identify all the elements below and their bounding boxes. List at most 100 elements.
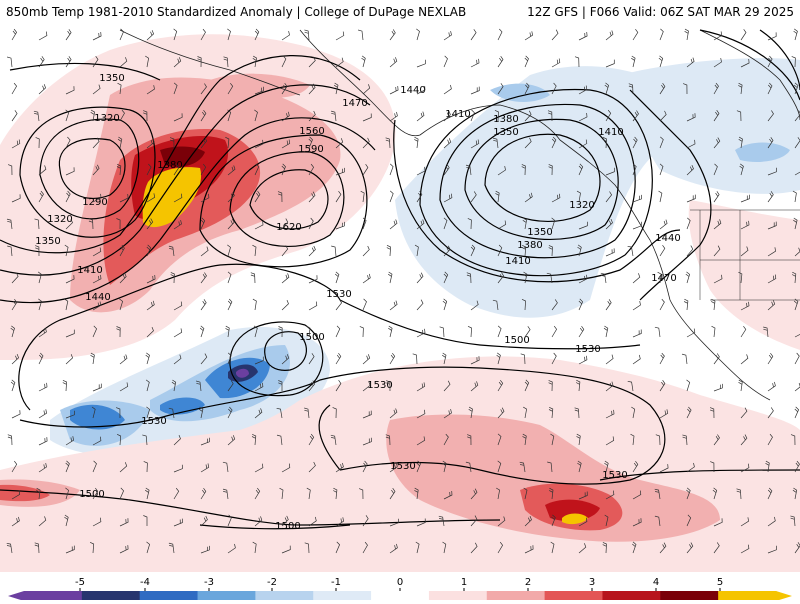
wind-barb xyxy=(632,136,638,149)
contour-label: 1620 xyxy=(276,222,301,233)
wind-barb xyxy=(604,514,609,527)
wind-barb xyxy=(11,194,21,203)
colorbar-tick-label: -2 xyxy=(267,577,277,588)
wind-barb xyxy=(549,487,554,500)
wind-barb xyxy=(358,29,364,41)
wind-barb xyxy=(738,82,743,95)
anomaly-map: 1350 1320 1290 1320 1350 1410 1440 1380 … xyxy=(0,24,800,572)
height-contour xyxy=(19,366,666,485)
wind-barb xyxy=(548,406,554,419)
wind-barb xyxy=(658,55,664,68)
wind-barb xyxy=(740,58,750,68)
wind-barb xyxy=(524,326,531,338)
height-contour xyxy=(0,489,501,526)
wind-barb xyxy=(146,138,155,149)
wind-barb xyxy=(362,84,371,95)
wind-barb xyxy=(65,545,75,554)
wind-barb xyxy=(200,487,207,500)
wind-barb xyxy=(146,30,155,41)
wind-barb xyxy=(200,463,210,473)
wind-barb xyxy=(306,487,311,500)
wind-barb xyxy=(389,352,396,365)
warm-anomaly-region xyxy=(688,200,800,350)
height-contour xyxy=(199,524,351,530)
wind-barb xyxy=(443,217,448,230)
wind-barb xyxy=(521,164,526,176)
wind-barb xyxy=(442,460,447,473)
wind-barb xyxy=(254,356,264,365)
contour-label: 1530 xyxy=(602,470,627,481)
wind-barb xyxy=(632,329,642,338)
wind-barb xyxy=(442,298,448,311)
contour-label: 1350 xyxy=(493,127,518,138)
wind-barb xyxy=(791,271,797,284)
wind-barb xyxy=(173,434,181,446)
wind-barb xyxy=(146,406,151,419)
wind-barb xyxy=(145,55,149,68)
wind-barb xyxy=(659,464,669,473)
wind-barb xyxy=(281,55,287,68)
wind-barb xyxy=(281,31,290,41)
wind-barb xyxy=(334,271,340,284)
wind-barb xyxy=(497,407,505,419)
wind-barb xyxy=(443,433,449,446)
height-contour xyxy=(0,84,371,276)
wind-barb xyxy=(7,434,13,446)
wind-barb xyxy=(227,352,232,365)
wind-barb xyxy=(281,245,289,257)
wind-barb xyxy=(200,353,208,365)
wind-barb xyxy=(443,31,452,41)
wind-barb xyxy=(281,545,291,554)
wind-barb xyxy=(547,110,553,122)
wind-barb xyxy=(145,352,150,365)
contour-label: 1440 xyxy=(400,85,425,96)
wind-barb xyxy=(362,381,371,392)
wind-barb xyxy=(657,271,662,284)
wind-barb xyxy=(605,191,613,203)
wind-barb xyxy=(335,138,344,149)
wind-barb xyxy=(227,298,233,311)
wind-barb xyxy=(171,379,177,392)
wind-barb xyxy=(227,514,232,527)
contour-label: 1350 xyxy=(527,227,552,238)
wind-barb xyxy=(11,490,21,500)
wind-barb xyxy=(627,245,634,257)
wind-barb xyxy=(686,164,694,176)
wind-barb xyxy=(308,433,315,446)
wind-barb xyxy=(88,218,94,230)
aleutian-coastline xyxy=(119,29,301,96)
wind-barb xyxy=(173,57,182,68)
wind-barb xyxy=(794,352,800,365)
wind-barb xyxy=(92,460,97,473)
wind-barb xyxy=(227,218,235,230)
wind-barb xyxy=(65,109,70,122)
wind-barb xyxy=(709,407,715,419)
colorbar-tick-label: -1 xyxy=(331,577,341,588)
wind-barb xyxy=(791,56,796,68)
wind-barb xyxy=(281,273,290,284)
wind-barb xyxy=(227,244,231,257)
wind-barb xyxy=(600,272,607,284)
wind-barb xyxy=(38,516,47,527)
wind-barb xyxy=(605,354,614,365)
wind-barb xyxy=(632,518,642,527)
wind-barb xyxy=(38,56,45,68)
wind-barb xyxy=(794,542,800,554)
wind-barb xyxy=(551,352,557,365)
wind-barb xyxy=(335,299,343,311)
wind-barb xyxy=(38,382,48,392)
contour-label: 1530 xyxy=(141,416,166,427)
wind-barb xyxy=(551,299,558,311)
wind-barb xyxy=(389,462,398,473)
wind-barb xyxy=(632,194,642,203)
wind-barb xyxy=(254,487,261,500)
wind-barb xyxy=(92,55,99,68)
contour-label: 1410 xyxy=(505,256,530,267)
wind-barb xyxy=(548,380,553,392)
extreme-anomaly-region xyxy=(562,513,588,525)
wind-barb xyxy=(767,352,774,365)
colorbar-swatch xyxy=(197,591,256,600)
wind-barb xyxy=(10,379,16,392)
wind-barb xyxy=(470,191,477,203)
wind-barb xyxy=(173,328,183,338)
